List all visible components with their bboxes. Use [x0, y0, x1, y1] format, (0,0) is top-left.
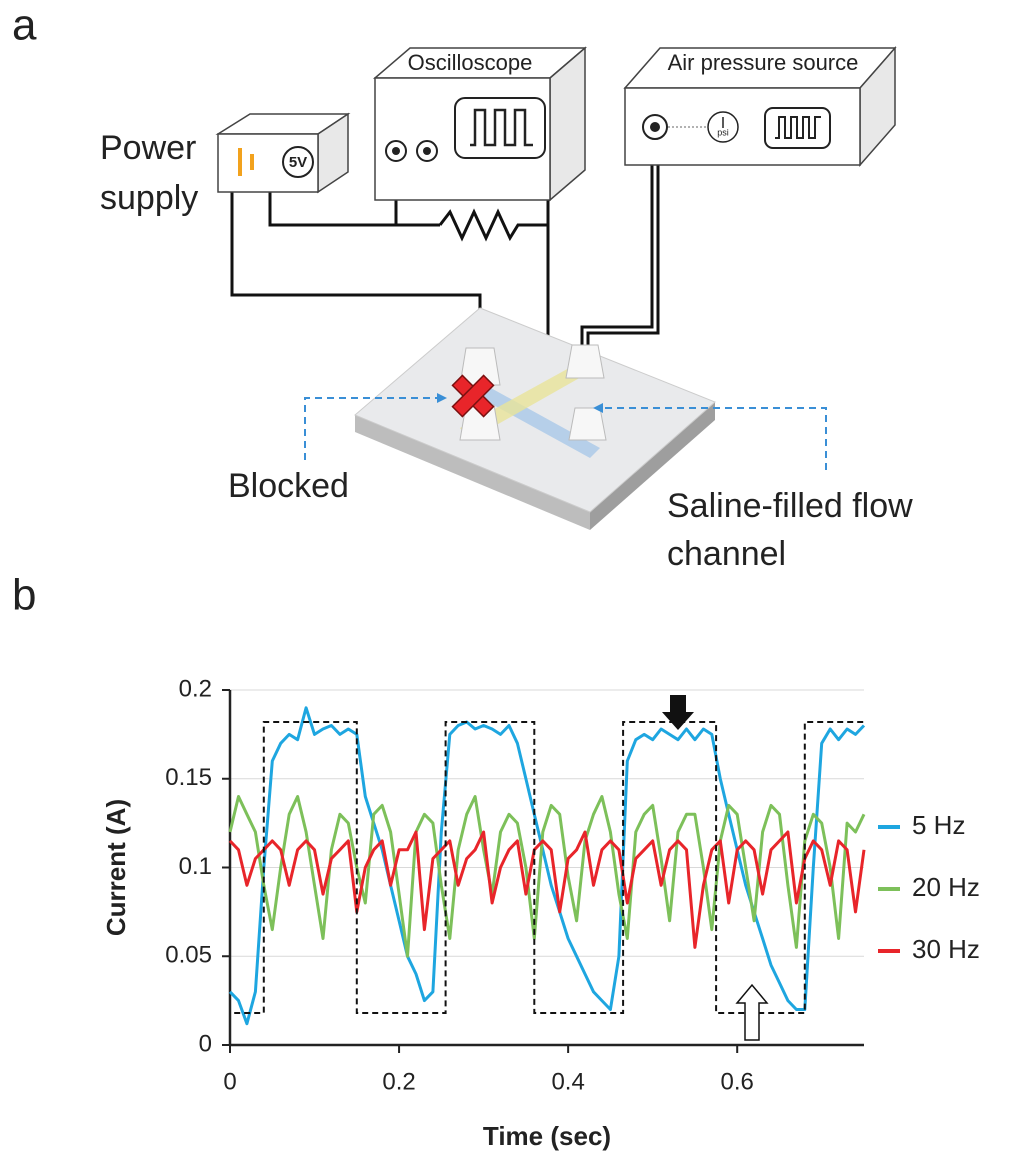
channel-label: channel	[667, 535, 786, 573]
x-tick-label: 0.4	[551, 1068, 584, 1095]
air-pressure-label: Air pressure source	[668, 50, 859, 75]
blocked-label: Blocked	[228, 467, 349, 505]
page: a 5V Power supply Oscilloscope	[0, 0, 1017, 1155]
chip-top	[355, 308, 715, 512]
power-supply: 5V	[218, 114, 348, 192]
x-tick-label: 0	[223, 1068, 236, 1095]
x-tick-label: 0.2	[382, 1068, 415, 1095]
jack	[392, 147, 400, 155]
voltage-label: 5V	[289, 154, 307, 171]
power-supply-label: Power	[100, 129, 196, 167]
chart: 0 0.05 0.1 0.15 0.2 0 0.2 0.4 0.6 Time (sec) Curre…	[101, 675, 980, 1151]
figure: a 5V Power supply Oscilloscope	[0, 0, 1017, 1155]
arrow-marker	[662, 695, 694, 730]
y-tick-label: 0.15	[165, 764, 212, 791]
legend-label: 5 Hz	[912, 810, 965, 840]
panel-label: b	[12, 571, 36, 620]
power-supply-label: supply	[100, 179, 198, 217]
series-line	[230, 797, 864, 957]
gauge-label: psi	[717, 127, 729, 137]
oscilloscope-label: Oscilloscope	[408, 50, 533, 75]
jack	[650, 122, 660, 132]
port	[569, 408, 606, 440]
microfluidic-chip	[355, 308, 715, 530]
y-axis-title: Current (A)	[101, 799, 131, 936]
channel-label: Saline-filled flow	[667, 487, 913, 525]
x-tick-label: 0.6	[721, 1068, 754, 1095]
legend-label: 20 Hz	[912, 872, 980, 902]
y-tick-label: 0.05	[165, 942, 212, 969]
y-tick-label: 0.1	[179, 853, 212, 880]
jack	[423, 147, 431, 155]
screen	[455, 98, 545, 158]
legend-label: 30 Hz	[912, 934, 980, 964]
resistor	[440, 212, 548, 238]
port	[566, 345, 604, 378]
panel-label: a	[12, 1, 37, 50]
x-axis-title: Time (sec)	[483, 1121, 611, 1151]
y-tick-label: 0.2	[179, 675, 212, 702]
y-tick-label: 0	[199, 1030, 212, 1057]
